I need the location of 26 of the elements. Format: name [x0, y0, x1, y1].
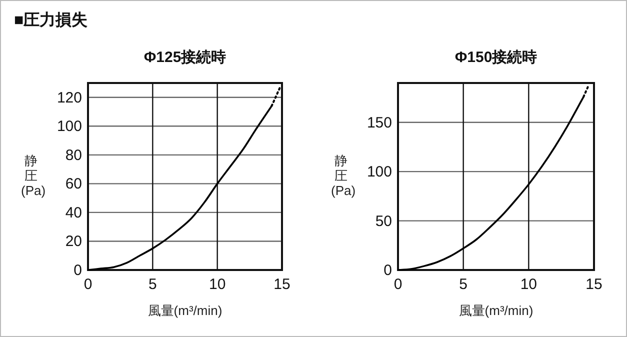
y-tick-label: 40 — [65, 204, 82, 222]
y-tick-label: 100 — [366, 164, 392, 181]
y-tick-label: 0 — [74, 262, 82, 279]
text: ■圧力損失 — [14, 11, 88, 29]
chart-title: Φ125接続時 — [144, 49, 226, 66]
y-tick-label: 50 — [375, 212, 392, 230]
x-tick-label: 5 — [148, 276, 157, 293]
x-tick-label: 15 — [274, 276, 290, 293]
y-tick-label: 100 — [56, 118, 82, 136]
y-tick-label: 60 — [65, 176, 82, 193]
x-tick-label: 10 — [208, 276, 226, 293]
y-tick-label: 0 — [384, 262, 392, 279]
x-axis-title: 風量(m³/min) — [148, 303, 222, 318]
y-tick-label: 150 — [366, 114, 392, 132]
chart-title: Φ150接続時 — [454, 49, 538, 66]
y-axis-title: 静圧(Pa) — [331, 153, 356, 198]
x-tick-label: 0 — [394, 276, 402, 293]
x-tick-label: 10 — [520, 276, 538, 293]
x-tick-label: 15 — [586, 276, 602, 293]
x-tick-label: 5 — [459, 276, 468, 293]
y-tick-label: 20 — [65, 233, 82, 250]
y-tick-label: 80 — [65, 146, 82, 164]
y-axis-title: 静圧(Pa) — [21, 153, 46, 198]
x-axis-title: 風量(m³/min) — [458, 303, 534, 318]
y-tick-label: 120 — [56, 89, 82, 106]
x-tick-label: 0 — [84, 276, 92, 293]
